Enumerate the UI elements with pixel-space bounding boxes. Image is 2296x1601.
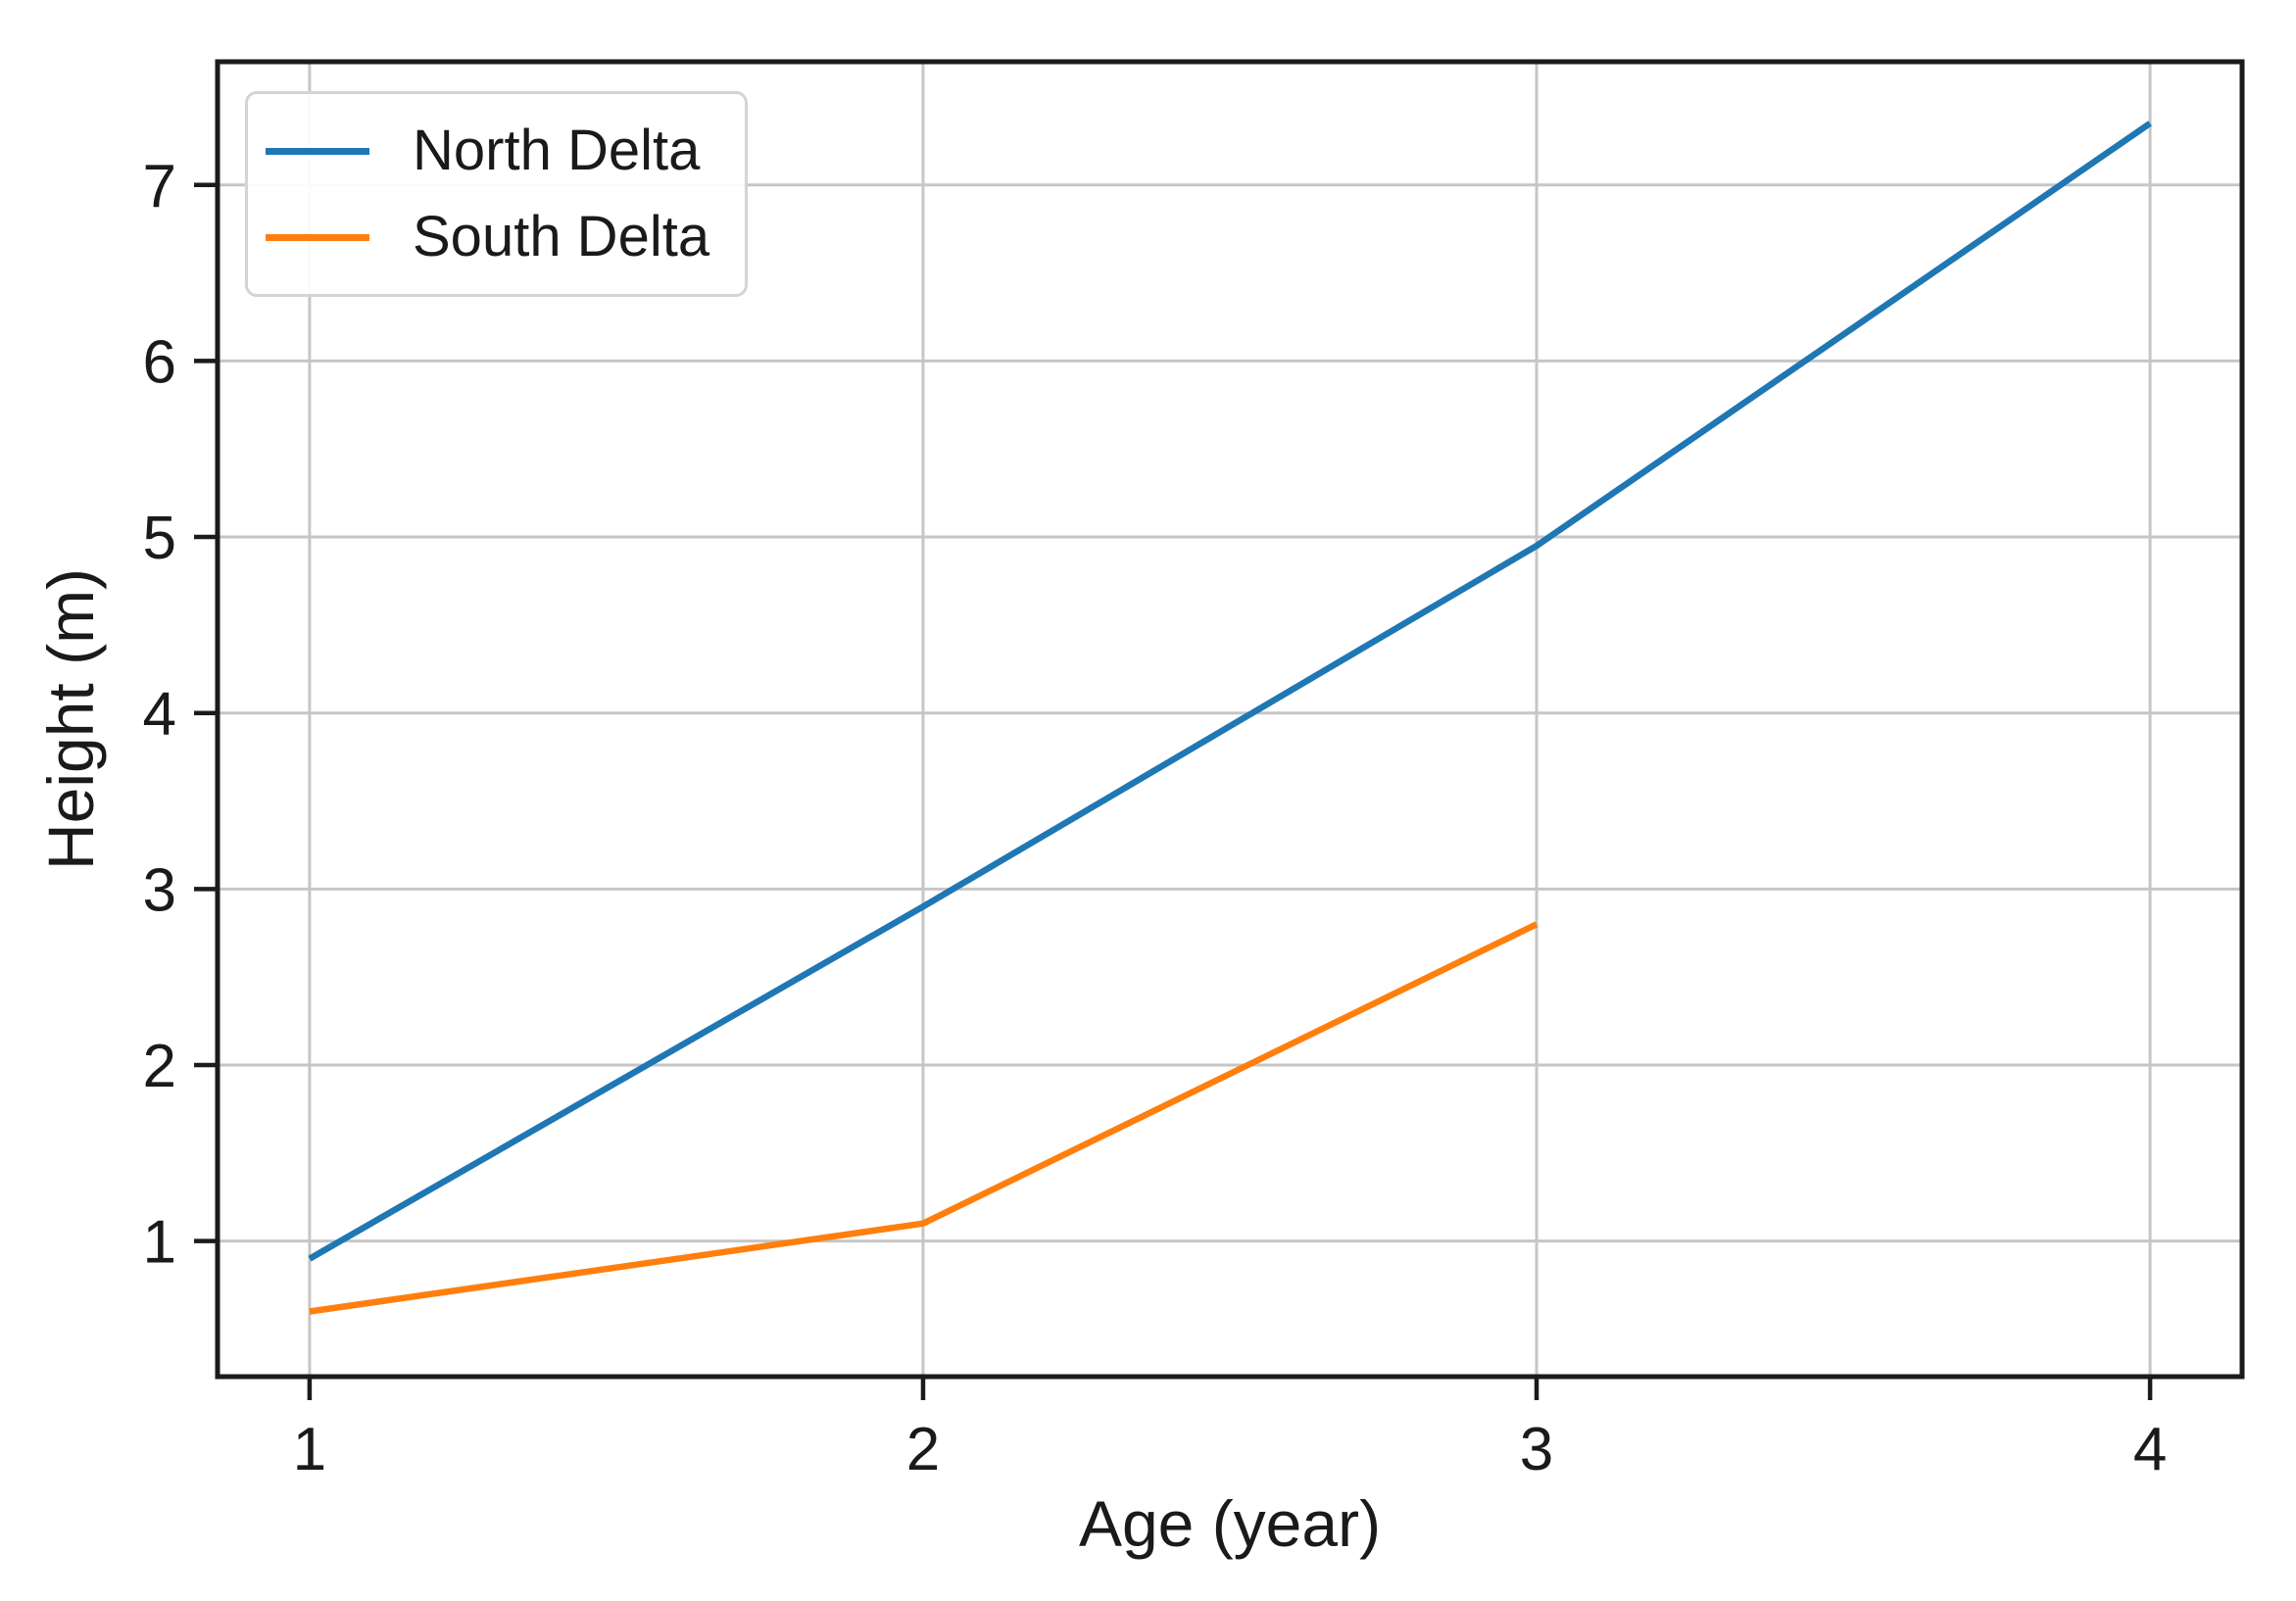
- x-tick-label-2: 2: [906, 1416, 940, 1483]
- x-tick-label-3: 3: [1520, 1416, 1553, 1483]
- y-tick-label-4: 4: [143, 681, 176, 749]
- y-tick-label-6: 6: [143, 328, 176, 396]
- south-delta-line-swatch: [266, 233, 369, 241]
- x-axis-label: Age (year): [1079, 1487, 1381, 1560]
- north-delta-line-swatch: [266, 147, 369, 155]
- y-tick-label-7: 7: [143, 153, 176, 220]
- y-axis-label: Height (m): [34, 568, 107, 870]
- y-tick-label-2: 2: [143, 1033, 176, 1100]
- x-tick-label-4: 4: [2133, 1416, 2167, 1483]
- series-lines: [308, 121, 2152, 1315]
- tick-labels: 1 2 3 4 1 2 3 4 5 6 7: [143, 153, 2168, 1483]
- axis-ticks: [194, 182, 2153, 1400]
- y-tick-label-1: 1: [143, 1209, 176, 1277]
- y-tick-label-5: 5: [143, 505, 176, 572]
- series-line-south-delta: [309, 921, 1539, 1315]
- legend-label-north-delta: North Delta: [413, 119, 701, 182]
- legend-item-north-delta: North Delta: [266, 108, 709, 194]
- series-line-north-delta: [308, 121, 2152, 1262]
- legend-item-south-delta: South Delta: [266, 194, 709, 280]
- legend: North Delta South Delta: [245, 91, 749, 297]
- legend-label-south-delta: South Delta: [413, 205, 710, 268]
- plot-border: [215, 59, 2245, 1380]
- y-tick-label-3: 3: [143, 856, 176, 924]
- x-tick-label-1: 1: [293, 1416, 326, 1483]
